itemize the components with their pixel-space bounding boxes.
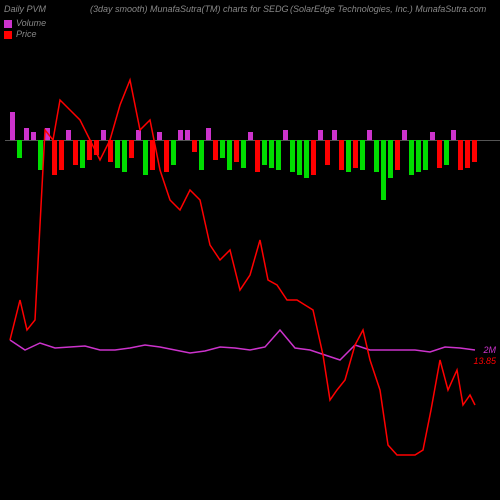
legend: Volume Price [4,18,46,40]
legend-volume: Volume [4,18,46,29]
legend-price: Price [4,29,46,40]
header-left-text: Daily PVM [4,4,46,14]
legend-volume-swatch [4,20,12,28]
legend-price-swatch [4,31,12,39]
chart-area [5,50,475,490]
lines-overlay [5,50,475,490]
right-axis-price-label: 13.85 [473,356,496,366]
legend-volume-label: Volume [16,18,46,29]
volume-line [10,330,475,360]
price-line [10,80,475,455]
header-center-left-text: (3day smooth) MunafaSutra(TM) charts for… [90,4,289,14]
right-axis-volume-label: 2M [483,345,496,355]
header-center-right-text: (SolarEdge Technologies, Inc.) MunafaSut… [290,4,486,14]
legend-price-label: Price [16,29,37,40]
